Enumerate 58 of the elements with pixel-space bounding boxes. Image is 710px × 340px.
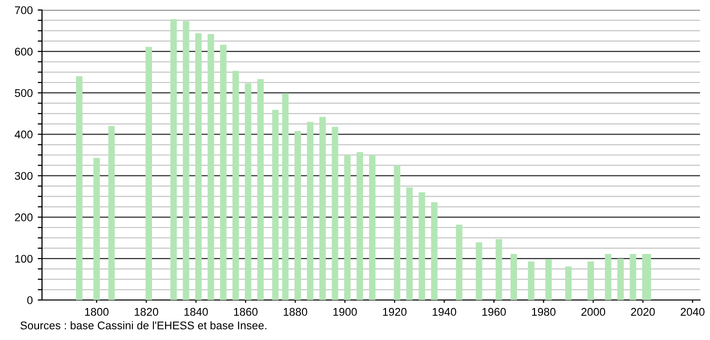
bar [306,122,314,300]
bar [282,93,289,300]
source-note: Sources : base Cassini de l'EHESS et base Insee. [20,321,266,330]
y-tick-label: 400 [14,130,33,138]
y-tick-label: 200 [14,213,33,222]
y-tick-label: 100 [15,254,33,263]
x-tick-label: 1980 [532,308,556,316]
bar [588,261,594,300]
bar [630,254,636,300]
bar [319,116,326,300]
bar [418,192,426,300]
bar [244,83,252,300]
bar [456,224,462,300]
bar [332,126,338,300]
bar [344,155,351,300]
x-tick-label: 1880 [284,308,308,316]
bar [545,258,552,300]
x-tick-label: 1920 [383,308,407,316]
y-tick-label: 600 [15,48,33,56]
bar [604,254,612,300]
x-tick-label: 1960 [482,308,506,316]
x-tick-label: 2020 [631,308,655,316]
bar [93,158,100,300]
x-tick-label: 1820 [134,308,158,316]
bar [369,155,376,300]
bar [146,46,152,300]
bar [356,152,364,300]
y-tick-label: 0 [27,296,33,304]
bar [232,70,239,300]
bar [394,166,400,300]
x-tick-label: 1940 [432,308,456,316]
bar [431,202,438,300]
y-tick-label: 500 [14,89,33,97]
y-tick-label: 300 [14,172,33,180]
bar [496,239,502,300]
bar [510,254,517,300]
bar [406,187,413,300]
bar [565,266,572,300]
x-tick-label: 2040 [680,308,704,316]
bar [208,34,214,300]
y-tick-label: 700 [15,6,33,14]
bar [528,261,534,300]
bar [476,242,482,300]
bar [257,79,264,300]
bar [272,110,279,300]
bar [195,33,202,300]
bar [108,126,115,300]
bar [170,19,177,300]
bar [76,76,82,300]
x-tick-label: 1840 [184,308,208,316]
x-tick-label: 1860 [234,308,258,316]
x-tick-label: 1900 [333,308,357,316]
bar [220,44,226,300]
x-tick-label: 2000 [581,308,606,316]
x-tick-label: 1800 [85,308,109,316]
bar [294,130,301,300]
bar [617,258,624,300]
bar [182,21,190,300]
